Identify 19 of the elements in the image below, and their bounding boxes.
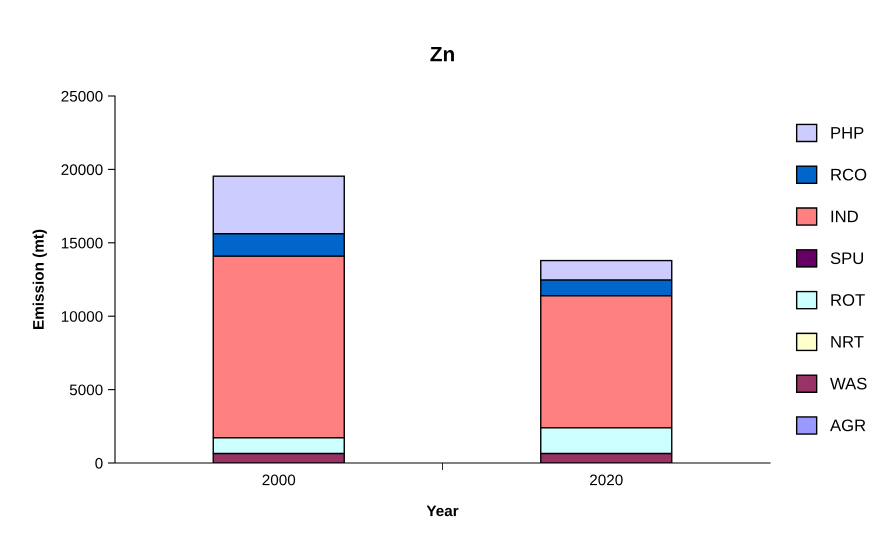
legend-label: ROT	[831, 294, 865, 306]
legend-label: NRT	[831, 336, 864, 348]
x-tick-label: 2020	[590, 474, 623, 486]
legend-label: SPU	[830, 252, 863, 264]
y-tick-label: 25000	[61, 90, 103, 102]
y-tick-label: 15000	[62, 238, 103, 248]
y-tick-label: 0	[95, 458, 103, 469]
chart-title: Zn	[430, 46, 454, 62]
legend-label: WAS	[830, 378, 867, 390]
legend-label: RCO	[831, 168, 866, 181]
y-axis-title: Emission (mt)	[32, 230, 47, 329]
y-tick-label: 20000	[61, 164, 103, 176]
y-tick-label: 5000	[70, 384, 103, 396]
y-tick-label: 10000	[62, 311, 103, 322]
legend-label: IND	[832, 210, 858, 222]
x-tick-label: 2000	[262, 474, 296, 486]
x-axis-title: Year	[426, 506, 458, 516]
legend-label: AGR	[830, 419, 866, 432]
legend-label: PHP	[831, 127, 864, 139]
